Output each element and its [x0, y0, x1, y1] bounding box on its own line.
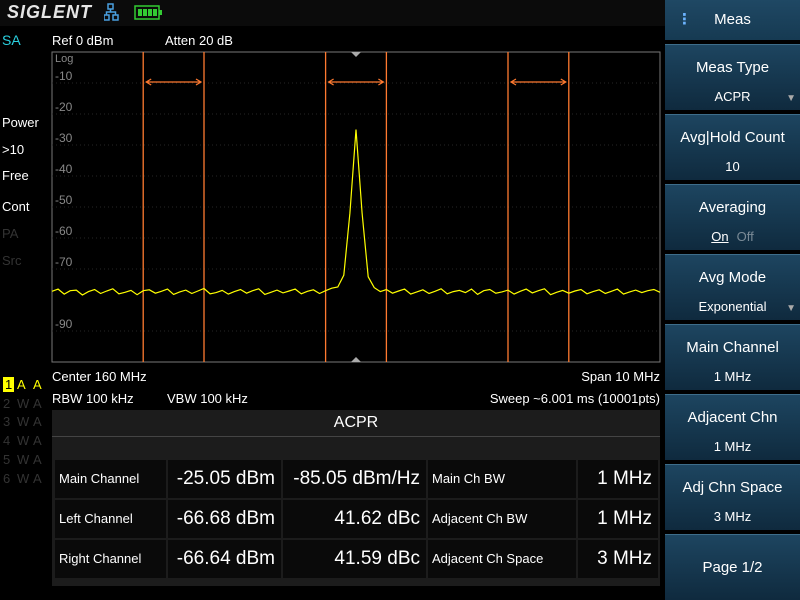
- y-tick-label: -40: [55, 162, 73, 176]
- menu-label: Averaging: [698, 199, 767, 216]
- scale-label: Log: [55, 53, 73, 65]
- span: Span 10 MHz: [581, 369, 660, 384]
- menu-button[interactable]: Page 1/2: [665, 534, 800, 600]
- table-value: 41.59 dBc: [283, 540, 426, 578]
- sweep: Sweep ~6.001 ms (10001pts): [489, 391, 660, 406]
- panel-item: Power: [2, 115, 39, 130]
- trace-type: W: [17, 433, 30, 449]
- trace-number: 6: [3, 470, 11, 486]
- menu-value: 1 MHz: [713, 369, 752, 384]
- ref-level: Ref 0 dBm: [52, 33, 114, 48]
- menu-title: Meas: [714, 11, 751, 28]
- menu-button[interactable]: Adjacent Chn 1 MHz: [665, 394, 800, 460]
- channel-width-arrow: [509, 78, 567, 86]
- y-tick-label: -90: [55, 317, 73, 331]
- table-value: 1 MHz: [578, 460, 658, 498]
- table-value: 3 MHz: [578, 540, 658, 578]
- menu-label: Meas Type: [695, 59, 770, 76]
- y-tick-label: -20: [55, 100, 73, 114]
- menu-button[interactable]: Main Channel 1 MHz: [665, 324, 800, 390]
- trace-number: 1: [3, 377, 15, 392]
- panel-item: Cont: [2, 199, 30, 214]
- menu-button[interactable]: Avg Mode Exponential ▼: [665, 254, 800, 320]
- y-tick-label: -70: [55, 255, 73, 269]
- trace-detector: A: [33, 395, 42, 411]
- brand: SIGLENT: [7, 2, 93, 22]
- center-marker-top: [351, 52, 361, 57]
- table-label: Left Channel: [55, 500, 166, 538]
- menu-header: ⋮ Meas: [665, 0, 800, 40]
- menu-value: 3 MHz: [713, 509, 752, 524]
- menu-label: Adjacent Chn: [687, 409, 778, 426]
- table-title: ACPR: [52, 410, 660, 437]
- panel-item: Free: [2, 168, 29, 183]
- table-value: -66.68 dBm: [168, 500, 281, 538]
- menu-option[interactable]: On: [711, 229, 729, 244]
- table-label: Main Ch BW: [428, 460, 576, 498]
- table-value: -85.05 dBm/Hz: [283, 460, 426, 498]
- trace-number: 5: [3, 451, 11, 467]
- panel-item-dim: Src: [2, 253, 22, 268]
- table-label: Main Channel: [55, 460, 166, 498]
- menu-label: Adj Chn Space: [682, 479, 783, 496]
- battery-icon: [134, 5, 162, 20]
- attenuation: Atten 20 dB: [165, 33, 233, 48]
- table-value: 1 MHz: [578, 500, 658, 538]
- trace-type: W: [17, 414, 30, 430]
- trace-detector: A: [33, 433, 42, 449]
- menu-label: Avg Mode: [698, 269, 767, 286]
- menu-label: Avg|Hold Count: [680, 129, 785, 146]
- menu-button[interactable]: Averaging On Off: [665, 184, 800, 250]
- menu-label: Page 1/2: [702, 559, 763, 576]
- menu-option[interactable]: Off: [736, 229, 754, 244]
- dropdown-arrow: ▼: [786, 93, 796, 104]
- trace-detector: A: [33, 377, 42, 392]
- panel-item: >10: [2, 142, 25, 157]
- network-icon: [104, 3, 119, 21]
- panel-item-dim: PA: [2, 226, 19, 241]
- menu-options: On Off: [665, 229, 800, 244]
- menu-value: 1 MHz: [713, 439, 752, 454]
- trace-type: W: [17, 451, 30, 467]
- table-value: -66.64 dBm: [168, 540, 281, 578]
- table-label: Adjacent Ch BW: [428, 500, 576, 538]
- status-icons: [104, 3, 162, 21]
- channel-width-arrow: [327, 78, 385, 86]
- trace-detector: A: [33, 470, 42, 486]
- menu-button[interactable]: Avg|Hold Count 10: [665, 114, 800, 180]
- spectrum-plot: Log -10 -20 -30 -40 -50 -60 -70 -90: [51, 51, 661, 363]
- dropdown-arrow: ▼: [786, 303, 796, 314]
- y-tick-label: -10: [55, 69, 73, 83]
- table-value: -25.05 dBm: [168, 460, 281, 498]
- table-label: Adjacent Ch Space: [428, 540, 576, 578]
- trace-number: 4: [3, 433, 11, 449]
- trace-type: A: [17, 377, 26, 392]
- trace-detector: A: [33, 451, 42, 467]
- y-tick-label: -60: [55, 224, 73, 238]
- y-tick-label: -30: [55, 131, 73, 145]
- spectrum-trace: [51, 129, 661, 296]
- trace-type: W: [17, 470, 30, 486]
- center-frequency: Center 160 MHz: [52, 369, 147, 384]
- trace-detector: A: [33, 414, 42, 430]
- center-marker-bottom: [351, 357, 361, 362]
- mode-label: SA: [2, 32, 21, 48]
- y-tick-label: -50: [55, 193, 73, 207]
- table-label: Right Channel: [55, 540, 166, 578]
- menu-label: Main Channel: [686, 339, 779, 356]
- menu-value: Exponential: [698, 299, 767, 314]
- rbw: RBW 100 kHz: [52, 391, 134, 406]
- table-value: 41.62 dBc: [283, 500, 426, 538]
- vbw: VBW 100 kHz: [167, 391, 248, 406]
- trace-type: W: [17, 395, 30, 411]
- channel-width-arrow: [145, 78, 203, 86]
- menu-dots: ⋮: [677, 11, 692, 28]
- menu-value: ACPR: [714, 89, 751, 104]
- menu-button[interactable]: Meas Type ACPR ▼: [665, 44, 800, 110]
- menu-button[interactable]: Adj Chn Space 3 MHz: [665, 464, 800, 530]
- trace-number: 3: [3, 414, 11, 430]
- trace-number: 2: [3, 395, 11, 411]
- menu-value: 10: [725, 159, 740, 174]
